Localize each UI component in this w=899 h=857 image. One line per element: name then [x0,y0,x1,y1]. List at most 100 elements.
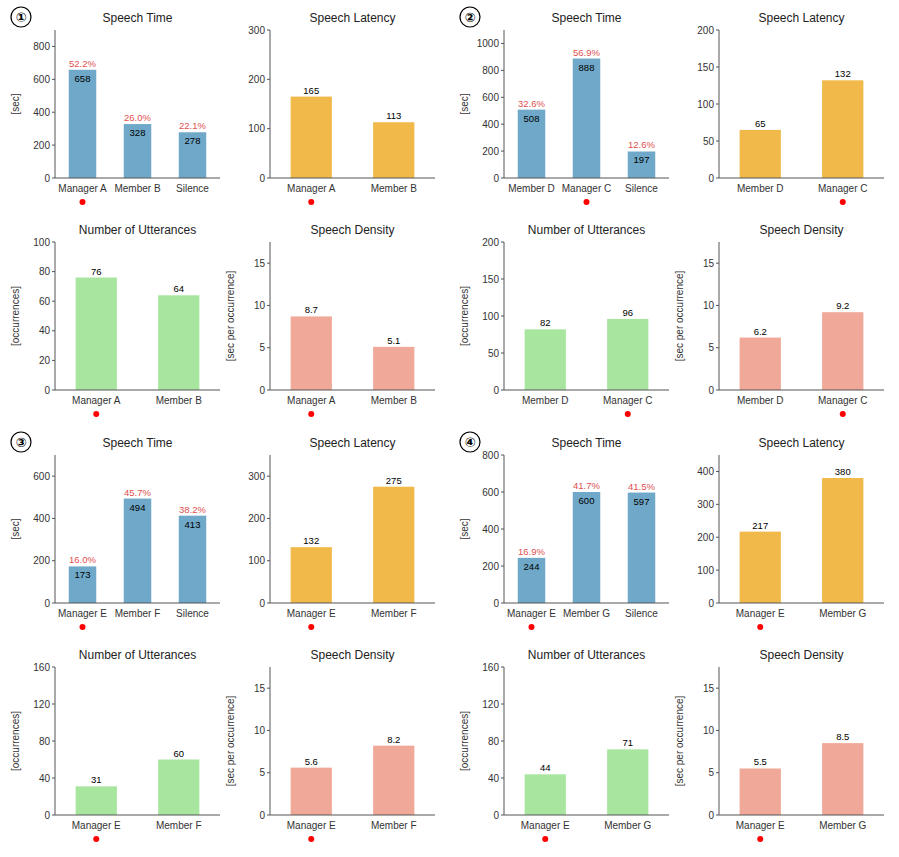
y-tick-label: 0 [259,385,265,396]
y-tick-label: 0 [708,810,714,821]
data-label: 244 [524,561,540,572]
subplot: Speech Density[sec per occurrence]051015… [225,223,435,417]
group-label: ④ [460,432,480,452]
bar [740,338,781,390]
y-axis-line [55,30,56,178]
y-tick-label: 800 [33,41,50,52]
bar [373,347,414,390]
y-tick-label: 0 [708,598,714,609]
x-axis-line [55,815,220,816]
x-axis-line [504,603,669,604]
y-axis-label: [sec] [459,93,470,114]
x-tick-label: Manager A [287,395,336,406]
figure: ①②③④Speech Time[sec]0200400600800Manager… [0,0,899,857]
y-tick-label: 600 [482,487,499,498]
y-axis-line [504,455,505,603]
bars [740,478,864,603]
data-label: 64 [173,283,184,294]
chart-title: Number of Utterances [528,223,645,237]
data-label: 600 [579,495,595,506]
share-label: 26.0% [124,112,151,123]
y-tick-label: 0 [44,810,50,821]
x-tick-label: Member F [371,608,417,619]
y-axis-label: [sec per occurrence] [225,270,236,361]
manager-marker [840,199,846,205]
y-axis-line [504,667,505,815]
bar [740,532,781,603]
y-tick-label: 10 [703,725,715,736]
y-tick-label: 0 [44,173,50,184]
plot-area [55,30,220,178]
y-tick-label: 400 [33,107,50,118]
subplot: Speech Latency0100200300Manager AMember … [248,11,435,205]
manager-marker [93,411,99,417]
manager-marker [584,199,590,205]
bar [740,130,781,178]
group-label-circle [460,432,480,452]
x-axis-line [55,178,220,179]
y-axis-line [504,30,505,178]
y-axis-label: [sec per occurrence] [225,695,236,786]
bar [76,786,117,815]
bar [628,151,656,178]
plot-area [504,30,669,178]
y-tick-label: 40 [39,325,51,336]
bars [518,59,656,178]
bars [76,760,200,816]
x-tick-label: Manager C [818,395,867,406]
y-axis-label: [sec per occurrence] [674,270,685,361]
plot-area [719,242,884,390]
x-tick-label: Silence [176,608,209,619]
y-tick-label: 0 [493,173,499,184]
y-tick-label: 400 [482,524,499,535]
plot-area [270,242,435,390]
bar [158,295,199,390]
plot-area [504,242,669,390]
plot-area [719,30,884,178]
bar [573,59,601,178]
group-label: ① [11,7,31,27]
x-axis-line [55,603,220,604]
x-tick-label: Manager E [287,820,336,831]
manager-marker [308,624,314,630]
plot-area [270,30,435,178]
chart-title: Speech Density [310,223,394,237]
bar [373,746,414,815]
chart-title: Number of Utterances [79,223,196,237]
y-tick-label: 15 [703,683,715,694]
data-label: 380 [835,466,851,477]
x-tick-label: Member B [114,183,160,194]
y-tick-label: 0 [44,598,50,609]
y-tick-label: 160 [482,662,499,673]
y-tick-label: 800 [482,450,499,461]
y-axis-line [55,667,56,815]
bar [822,80,863,178]
chart-title: Speech Latency [309,436,395,450]
y-axis-label: [sec] [10,93,21,114]
chart-title: Speech Time [551,11,621,25]
y-tick-label: 15 [254,683,266,694]
y-axis-line [270,30,271,178]
bars [525,749,649,815]
y-tick-label: 600 [33,74,50,85]
share-label: 22.1% [179,120,206,131]
plot-area [504,667,669,815]
group-label-circle [11,432,31,452]
y-tick-label: 200 [482,561,499,572]
share-label: 12.6% [628,139,655,150]
x-tick-label: Member G [604,820,651,831]
x-tick-label: Member D [522,395,569,406]
y-tick-label: 400 [33,513,50,524]
manager-marker [80,624,86,630]
y-axis-label: [occurrences] [10,711,21,771]
bars [69,499,207,603]
x-tick-label: Member B [371,183,417,194]
y-axis-label: [sec per occurrence] [674,695,685,786]
bar [291,768,332,815]
y-axis-line [719,455,720,603]
share-label: 52.2% [69,58,96,69]
x-tick-label: Silence [625,183,658,194]
y-axis-line [719,242,720,390]
x-tick-label: Manager A [287,183,336,194]
x-axis-line [719,390,884,391]
